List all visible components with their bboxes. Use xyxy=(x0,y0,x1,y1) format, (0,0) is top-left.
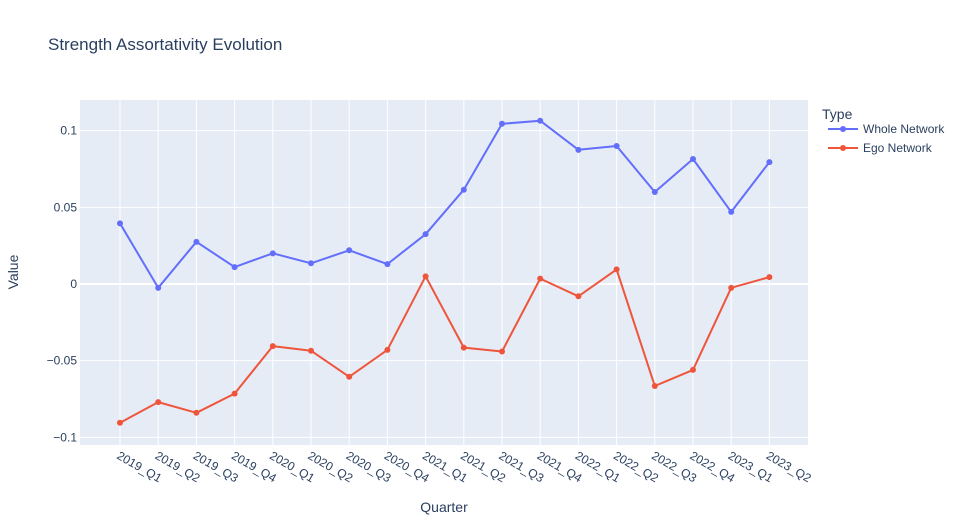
legend-marker xyxy=(840,145,846,151)
data-point[interactable] xyxy=(575,146,582,153)
legend[interactable]: Type Whole Network Ego Network xyxy=(822,106,945,155)
data-point[interactable] xyxy=(155,399,162,406)
data-point[interactable] xyxy=(155,284,162,291)
y-tick-label: 0 xyxy=(70,277,77,291)
data-point[interactable] xyxy=(766,274,773,281)
y-tick-label: −0.1 xyxy=(53,430,77,444)
series-points xyxy=(117,117,773,426)
y-tick-label: −0.05 xyxy=(47,354,78,368)
data-point[interactable] xyxy=(193,409,200,416)
data-point[interactable] xyxy=(308,260,314,267)
data-point[interactable] xyxy=(117,419,123,426)
data-point[interactable] xyxy=(308,347,314,354)
data-point[interactable] xyxy=(384,346,391,353)
data-point[interactable] xyxy=(499,348,505,355)
data-point[interactable] xyxy=(460,186,467,193)
data-point[interactable] xyxy=(422,231,429,238)
legend-item-1[interactable]: Ego Network xyxy=(828,141,933,155)
data-point[interactable] xyxy=(690,156,696,163)
data-point[interactable] xyxy=(269,250,276,257)
data-point[interactable] xyxy=(728,284,735,291)
data-point[interactable] xyxy=(346,247,353,254)
y-axis-title: Value xyxy=(5,254,21,289)
y-gridlines xyxy=(80,130,808,438)
legend-title: Type xyxy=(822,106,853,122)
series-lines xyxy=(119,119,771,424)
legend-label: Whole Network xyxy=(863,122,945,136)
legend-marker xyxy=(840,126,846,132)
legend-item-0[interactable]: Whole Network xyxy=(828,122,945,136)
data-point[interactable] xyxy=(193,238,200,245)
data-point[interactable] xyxy=(575,293,582,300)
chart-title: Strength Assortativity Evolution xyxy=(48,35,282,54)
data-point[interactable] xyxy=(231,390,238,397)
data-point[interactable] xyxy=(499,120,505,127)
plot-area xyxy=(80,100,808,445)
data-point[interactable] xyxy=(651,189,658,195)
data-point[interactable] xyxy=(384,261,391,268)
data-point[interactable] xyxy=(613,266,620,273)
data-point[interactable] xyxy=(422,273,429,280)
data-point[interactable] xyxy=(231,264,238,271)
legend-label: Ego Network xyxy=(863,141,933,155)
data-point[interactable] xyxy=(728,208,735,215)
data-point[interactable] xyxy=(537,117,544,124)
data-point[interactable] xyxy=(766,159,773,166)
series-line-1 xyxy=(119,268,770,424)
data-point[interactable] xyxy=(460,344,467,351)
data-point[interactable] xyxy=(269,343,276,350)
y-tick-label: 0.1 xyxy=(60,124,77,138)
y-tick-label: 0.05 xyxy=(54,200,78,214)
data-point[interactable] xyxy=(537,275,544,282)
series-line-0 xyxy=(119,119,771,289)
x-axis-title: Quarter xyxy=(420,499,468,515)
data-point[interactable] xyxy=(651,382,658,389)
data-point[interactable] xyxy=(690,366,696,373)
data-point[interactable] xyxy=(346,373,353,380)
y-tick-labels: −0.1 −0.05 0 0.05 0.1 xyxy=(47,124,78,445)
data-point[interactable] xyxy=(117,220,123,227)
data-point[interactable] xyxy=(613,143,620,149)
